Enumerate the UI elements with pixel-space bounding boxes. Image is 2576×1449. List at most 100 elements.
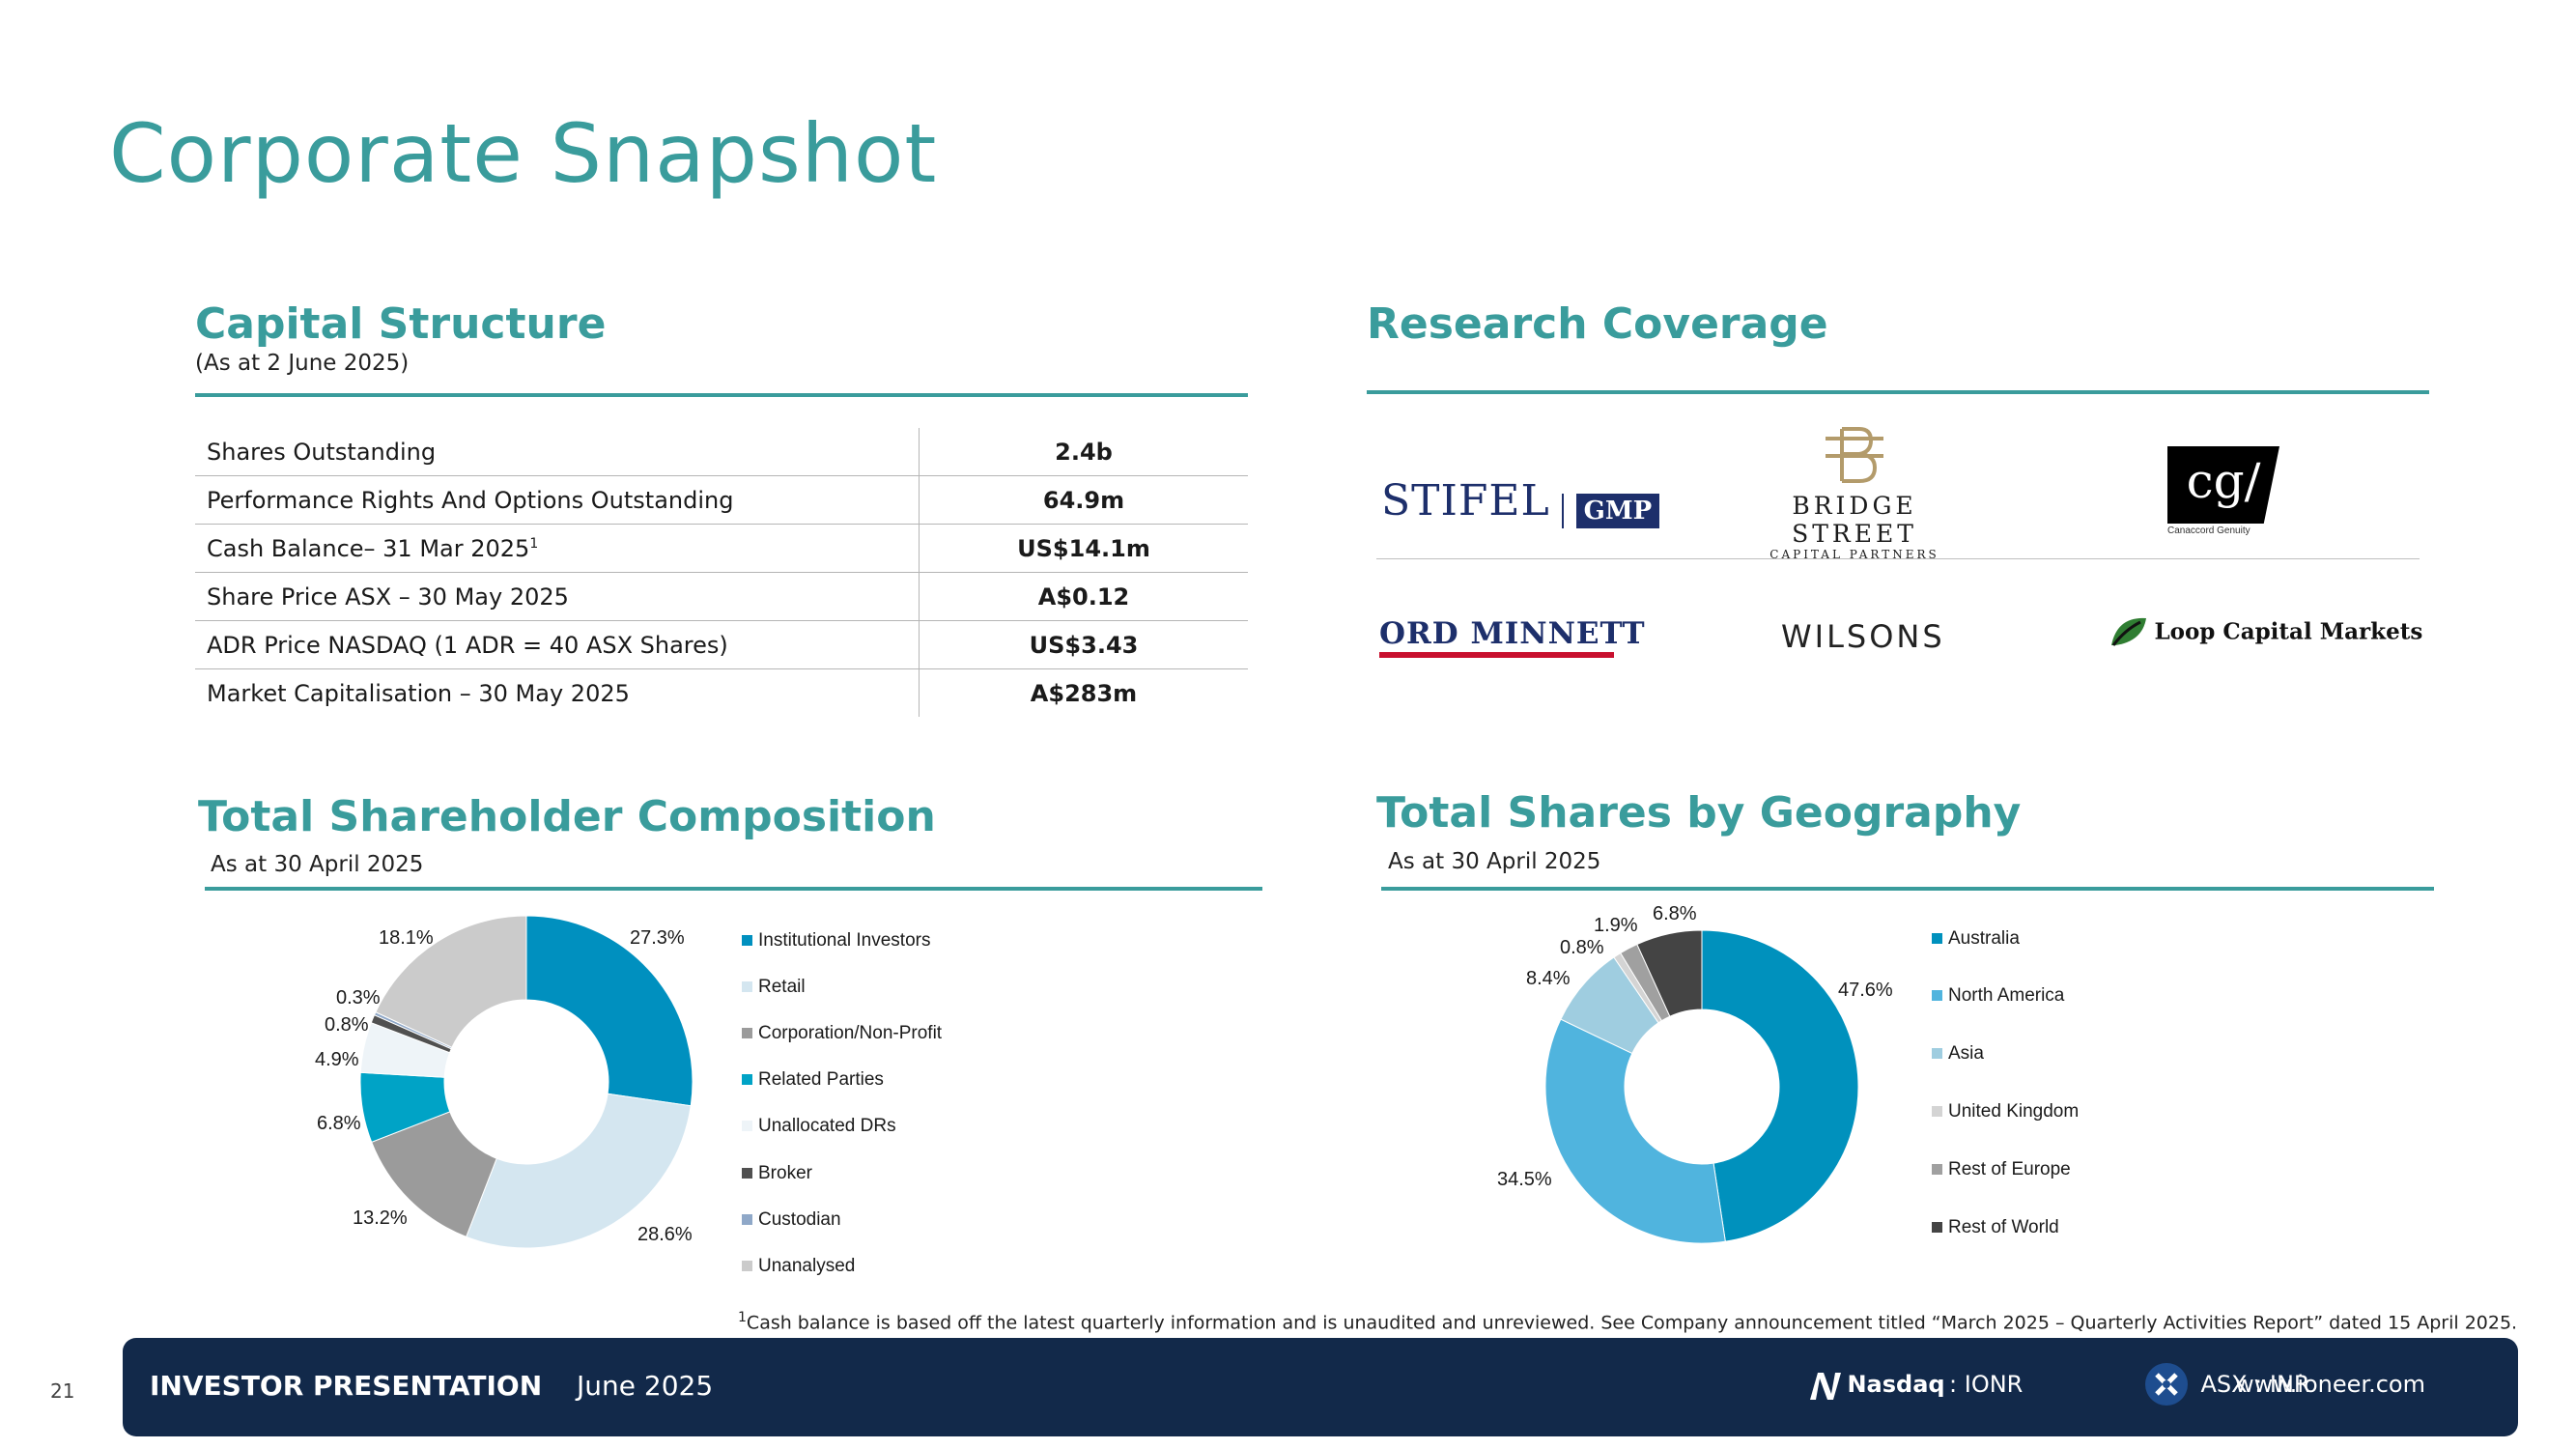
pie-slice-rest-of-world — [1636, 929, 1703, 1017]
row-value: A$283m — [919, 668, 1248, 717]
capital-structure-title: Capital Structure — [195, 299, 607, 349]
nasdaq-logo: Nasdaq : IONR — [1806, 1367, 2023, 1402]
data-label-asia: 8.4% — [1526, 968, 1571, 989]
data-label-unallocated: 4.9% — [315, 1049, 359, 1070]
legend-item-united-kingdom: United Kingdom — [1932, 1101, 2079, 1122]
research-coverage-title: Research Coverage — [1367, 299, 1828, 349]
legend-item-custodian: Custodian — [742, 1209, 841, 1231]
capital-structure-table: Shares Outstanding 2.4b Performance Righ… — [195, 428, 1248, 717]
footer-date: June 2025 — [577, 1370, 714, 1402]
data-label-custodian: 0.3% — [336, 987, 381, 1009]
table-row: ADR Price NASDAQ (1 ADR = 40 ASX Shares)… — [195, 620, 1248, 669]
pie-slice-north-america — [1544, 1018, 1726, 1244]
page-title: Corporate Snapshot — [109, 106, 938, 201]
table-row: Shares Outstanding 2.4b — [195, 428, 1248, 476]
data-label-north-america: 34.5% — [1497, 1169, 1552, 1190]
legend-item-corporation: Corporation/Non-Profit — [742, 1023, 942, 1044]
capital-structure-rule — [195, 393, 1248, 397]
legend-item-retail: Retail — [742, 977, 806, 998]
logo-divider — [1376, 558, 2420, 559]
shareholder-chart-title: Total Shareholder Composition — [198, 792, 936, 841]
table-row: Market Capitalisation – 30 May 2025 A$28… — [195, 668, 1248, 717]
data-label-institutional: 27.3% — [630, 927, 685, 949]
row-label: ADR Price NASDAQ (1 ADR = 40 ASX Shares) — [195, 620, 920, 669]
pie-slice-retail — [466, 1093, 692, 1249]
canaccord-logo: cg/ Canaccord Genuity — [2167, 446, 2279, 536]
page-number: 21 — [50, 1379, 75, 1403]
geography-donut-chart — [1544, 929, 1859, 1244]
wilsons-logo: WILSONS — [1781, 618, 1945, 655]
website-link[interactable]: www.ioneer.com — [2235, 1371, 2425, 1398]
footnote-marker: 1 — [529, 535, 539, 552]
nasdaq-brand: Nasdaq — [1847, 1371, 1945, 1398]
canaccord-mark: cg/ — [2167, 446, 2279, 524]
shareholder-chart-subtitle: As at 30 April 2025 — [211, 852, 424, 877]
row-label: Market Capitalisation – 30 May 2025 — [207, 679, 630, 707]
legend-item-australia: Australia — [1932, 928, 2020, 950]
bridge-street-logo: BRIDGE STREET CAPITAL PARTNERS — [1739, 425, 1970, 561]
legend-item-rest-of-europe: Rest of Europe — [1932, 1159, 2071, 1180]
row-value: US$14.1m — [919, 524, 1248, 573]
stifel-logo-text: STIFEL — [1381, 476, 1550, 526]
geography-chart-title: Total Shares by Geography — [1376, 788, 2022, 838]
asx-ticker: ASX : INR — [2200, 1371, 2310, 1398]
legend-item-unallocated: Unallocated DRs — [742, 1116, 896, 1137]
data-label-rest-of-world: 6.8% — [1653, 903, 1697, 924]
geography-chart-subtitle: As at 30 April 2025 — [1388, 849, 1601, 874]
row-value: 64.9m — [919, 475, 1248, 525]
footnote: 1Cash balance is based off the latest qu… — [738, 1310, 2517, 1333]
row-label: Share Price ASX – 30 May 2025 — [195, 572, 920, 621]
capital-structure-subtitle: (As at 2 June 2025) — [195, 351, 410, 376]
research-coverage-rule — [1367, 390, 2429, 394]
row-label: Cash Balance– 31 Mar 20251 — [195, 524, 920, 573]
asx-logo: ASX : INR — [2144, 1362, 2310, 1406]
legend-item-unanalysed: Unanalysed — [742, 1256, 855, 1277]
legend-item-rest-of-world: Rest of World — [1932, 1217, 2059, 1238]
legend-item-asia: Asia — [1932, 1043, 1984, 1065]
legend-item-institutional: Institutional Investors — [742, 930, 930, 952]
data-label-broker: 0.8% — [325, 1014, 369, 1036]
loop-capital-text: Loop Capital Markets — [2154, 618, 2423, 645]
data-label-related-parties: 6.8% — [317, 1113, 361, 1134]
ord-minnett-logo: ORD MINNETT — [1379, 616, 1646, 658]
row-label: Shares Outstanding — [195, 428, 920, 476]
nasdaq-icon — [1810, 1373, 1841, 1400]
loop-capital-logo: Loop Capital Markets — [2108, 612, 2422, 651]
geography-chart-rule — [1381, 887, 2434, 891]
pie-slice-australia — [1701, 929, 1859, 1242]
bridge-street-name: BRIDGE STREET — [1792, 492, 1917, 548]
gmp-logo-text: GMP — [1575, 493, 1660, 528]
legend-item-related-parties: Related Parties — [742, 1069, 884, 1091]
shareholder-donut-chart — [359, 915, 694, 1249]
pie-slice-unanalysed — [375, 915, 527, 1048]
stifel-gmp-logo: STIFEL GMP — [1381, 476, 1660, 528]
data-label-retail: 28.6% — [637, 1224, 693, 1245]
row-value: 2.4b — [919, 428, 1248, 476]
bridge-street-sub: CAPITAL PARTNERS — [1769, 548, 1939, 561]
legend-item-north-america: North America — [1932, 985, 2064, 1007]
loop-leaf-icon — [2111, 617, 2146, 646]
table-row: Cash Balance– 31 Mar 20251 US$14.1m — [195, 524, 1248, 573]
footnote-text: Cash balance is based off the latest qua… — [746, 1312, 2518, 1334]
footnote-marker: 1 — [738, 1310, 747, 1325]
data-label-australia: 47.6% — [1838, 980, 1893, 1001]
asx-icon — [2145, 1363, 2188, 1406]
table-row: Share Price ASX – 30 May 2025 A$0.12 — [195, 572, 1248, 621]
shareholder-chart-rule — [205, 887, 1262, 891]
bridge-street-mark-icon — [1826, 427, 1883, 483]
canaccord-sub: Canaccord Genuity — [2167, 526, 2250, 536]
footer-label: INVESTOR PRESENTATION — [150, 1370, 543, 1402]
nasdaq-ticker: : IONR — [1949, 1371, 2024, 1398]
row-value: US$3.43 — [919, 620, 1248, 669]
footer-bar: INVESTOR PRESENTATION June 2025 Nasdaq :… — [123, 1338, 2518, 1436]
ord-minnett-text: ORD MINNETT — [1379, 616, 1646, 651]
row-value: A$0.12 — [919, 572, 1248, 621]
table-row: Performance Rights And Options Outstandi… — [195, 475, 1248, 525]
row-label: Performance Rights And Options Outstandi… — [195, 475, 920, 525]
pie-slice-institutional-investors — [525, 915, 694, 1107]
data-label-rest-of-europe: 1.9% — [1594, 915, 1638, 936]
data-label-corporation: 13.2% — [353, 1208, 408, 1229]
legend-item-broker: Broker — [742, 1163, 812, 1184]
data-label-united-kingdom: 0.8% — [1560, 937, 1604, 958]
data-label-unanalysed: 18.1% — [379, 927, 434, 949]
